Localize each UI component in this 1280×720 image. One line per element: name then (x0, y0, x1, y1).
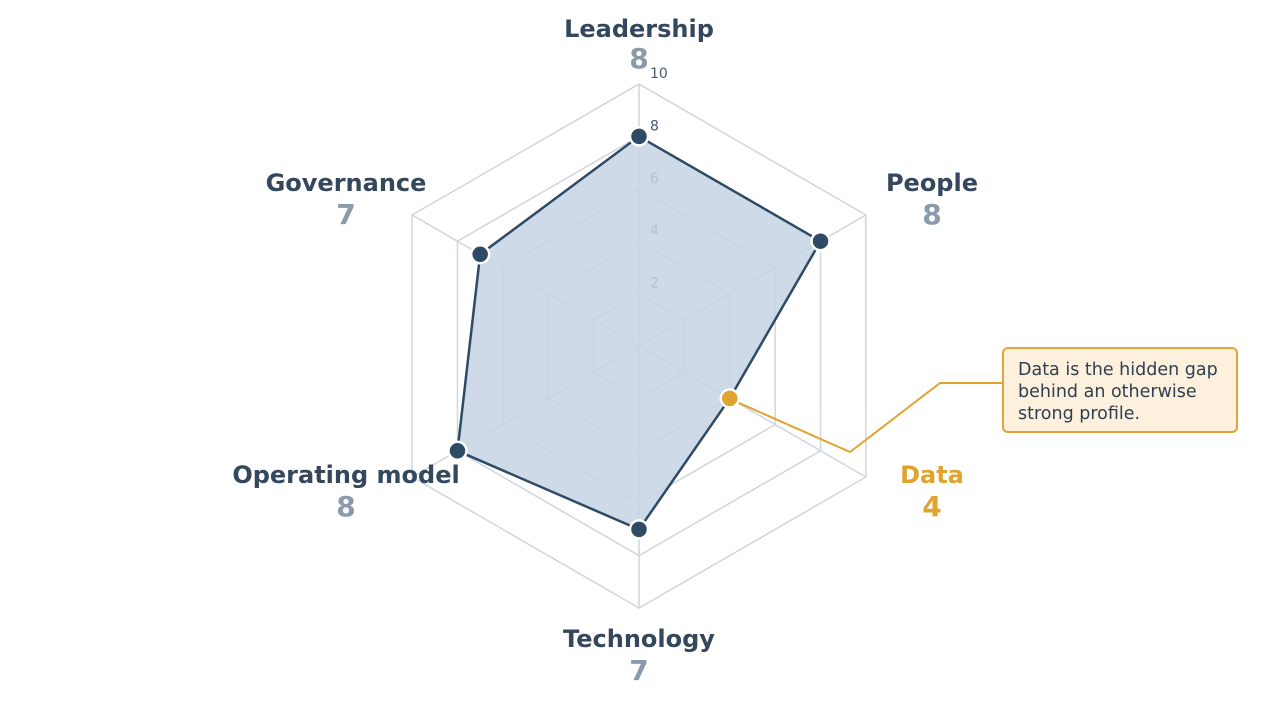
series-layer (447, 126, 1002, 540)
data-point-operating-model (447, 440, 468, 462)
axis-score-operating-model: 8 (336, 490, 355, 523)
tick-label: 10 (650, 66, 668, 82)
data-point-people (810, 230, 831, 252)
data-point-governance (469, 244, 491, 265)
annotation-connector (737, 382, 1002, 454)
axis-label-people: People (886, 169, 978, 197)
axis-score-governance: 7 (336, 198, 355, 231)
axis-label-technology: Technology (563, 625, 715, 653)
axis-label-data: Data (900, 461, 964, 489)
annotation-callout: Data is the hidden gap behind an otherwi… (1002, 347, 1238, 433)
data-point-leadership (628, 126, 650, 147)
data-point-technology (628, 519, 650, 540)
axis-score-technology: 7 (629, 654, 648, 687)
axis-label-governance: Governance (266, 169, 427, 197)
axis-label-operating-model: Operating model (232, 461, 459, 489)
axis-score-data: 4 (922, 490, 941, 523)
series-area (456, 135, 822, 531)
label-layer: Leadership8People8Data4Technology7Operat… (232, 15, 978, 687)
axis-score-people: 8 (922, 198, 941, 231)
axis-label-leadership: Leadership (564, 15, 714, 43)
axis-score-leadership: 8 (629, 42, 648, 75)
data-point-data (719, 388, 741, 409)
tick-label: 8 (650, 118, 659, 134)
